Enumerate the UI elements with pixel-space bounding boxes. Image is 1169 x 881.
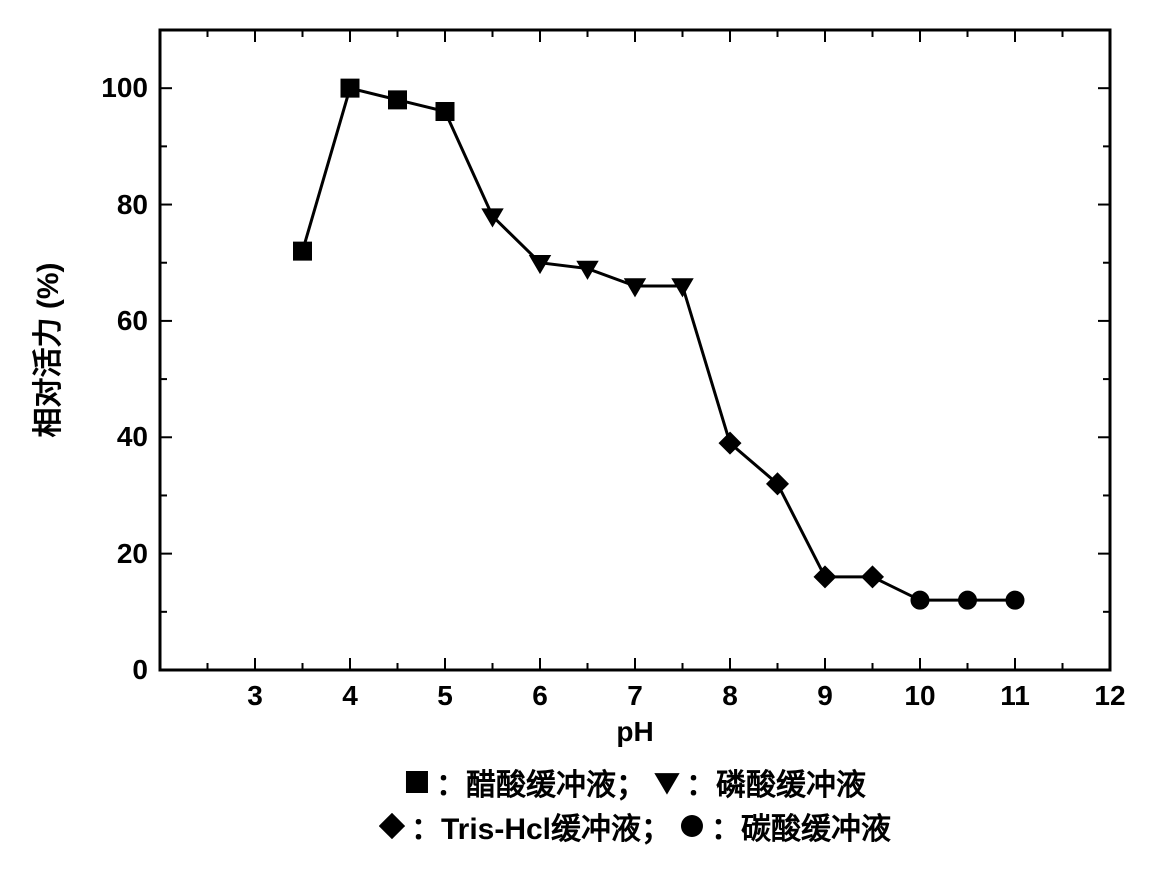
y-tick-label: 100 (88, 72, 148, 104)
x-tick-label: 5 (437, 680, 453, 712)
y-tick-label: 60 (88, 305, 148, 337)
x-tick-label: 11 (1000, 680, 1030, 712)
x-tick-label: 4 (342, 680, 358, 712)
legend-label: ：Tris-Hcl缓冲液； (411, 804, 671, 848)
legend-item: ：醋酸缓冲液； (404, 760, 646, 804)
legend-line: ：Tris-Hcl缓冲液； ：碳酸缓冲液 (375, 804, 895, 848)
legend-label: ：磷酸缓冲液 (686, 760, 866, 804)
legend-item: ：碳酸缓冲液 (679, 804, 891, 848)
legend: ：醋酸缓冲液； ：磷酸缓冲液 ：Tris-Hcl缓冲液； ：碳酸缓冲液 (375, 760, 895, 848)
circle-icon (679, 813, 705, 839)
y-tick-label: 20 (88, 538, 148, 570)
y-axis-label: 相对活力 (%) (23, 263, 67, 438)
x-tick-label: 3 (247, 680, 263, 712)
diamond-icon (379, 813, 405, 839)
x-axis-label: pH (616, 716, 653, 748)
x-tick-label: 7 (627, 680, 643, 712)
chart-svg (0, 0, 1169, 881)
y-tick-label: 0 (88, 654, 148, 686)
triangle-down-icon (654, 769, 680, 795)
legend-label: ：碳酸缓冲液 (711, 804, 891, 848)
x-tick-label: 8 (722, 680, 738, 712)
legend-item: ：Tris-Hcl缓冲液； (379, 804, 671, 848)
legend-label: ：醋酸缓冲液； (436, 760, 646, 804)
legend-item: ：磷酸缓冲液 (654, 760, 866, 804)
y-tick-label: 40 (88, 421, 148, 453)
square-icon (404, 769, 430, 795)
legend-line: ：醋酸缓冲液； ：磷酸缓冲液 (375, 760, 895, 804)
chart-container: 0 20 40 60 80 100 3 4 5 6 7 8 9 10 11 12 相对活力 (%) pH ：醋酸缓冲… (0, 0, 1169, 881)
x-tick-label: 12 (1094, 680, 1125, 712)
x-tick-label: 10 (904, 680, 935, 712)
x-tick-label: 6 (532, 680, 548, 712)
y-tick-label: 80 (88, 189, 148, 221)
x-tick-label: 9 (817, 680, 833, 712)
